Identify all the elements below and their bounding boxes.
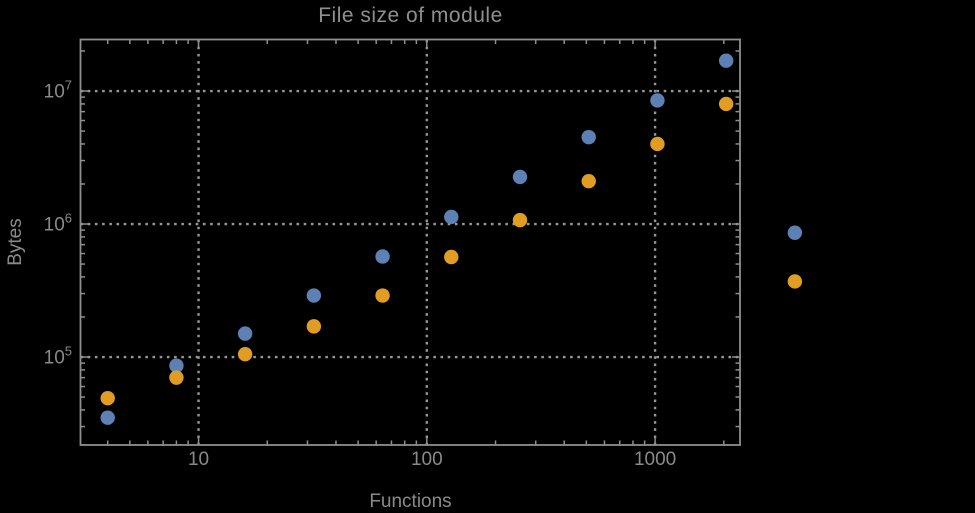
data-point-orange-x64 — [375, 288, 390, 303]
y-tick-label: 107 — [44, 78, 72, 103]
chart-title: File size of module — [318, 4, 503, 27]
y-tick-label: 105 — [44, 344, 72, 369]
y-tick-label: 106 — [44, 211, 72, 236]
data-point-orange-x16 — [237, 346, 253, 362]
data-point-blue-x16 — [237, 326, 253, 341]
data-point-blue-x4 — [100, 410, 115, 425]
plot-frame — [79, 38, 741, 446]
data-point-blue-x32 — [306, 288, 322, 303]
data-point-blue-x64 — [375, 249, 390, 264]
x-tick-label: 1000 — [634, 449, 676, 470]
series-orange — [100, 96, 803, 406]
data-point-orange-x512 — [581, 173, 596, 189]
x-tick-label: 100 — [411, 449, 443, 470]
x-axis-label: Functions — [369, 491, 452, 512]
data-point-orange-x4 — [100, 391, 115, 406]
data-point-blue-x1024 — [650, 93, 665, 108]
data-point-orange-x128 — [444, 249, 459, 265]
series-blue — [100, 53, 803, 425]
tick-labels: 10 100 1000 105 106 107 — [44, 78, 677, 470]
data-point-orange-x256 — [512, 212, 528, 228]
data-point-blue-x8 — [169, 358, 184, 373]
axis-ticks — [80, 39, 740, 445]
data-point-blue-x2048 — [718, 53, 734, 68]
data-point-blue-x128 — [444, 209, 459, 225]
data-point-blue-x256 — [512, 169, 528, 185]
x-tick-label: 10 — [188, 449, 209, 470]
data-point-blue-x512 — [581, 129, 596, 145]
data-point-orange-x32 — [306, 319, 322, 334]
data-point-orange-x4096 — [787, 274, 803, 289]
data-point-orange-x1024 — [650, 136, 665, 152]
gridlines — [80, 39, 740, 445]
data-point-orange-x2048 — [718, 96, 734, 112]
data-point-blue-x4096 — [787, 225, 803, 240]
data-point-orange-x8 — [169, 370, 184, 385]
